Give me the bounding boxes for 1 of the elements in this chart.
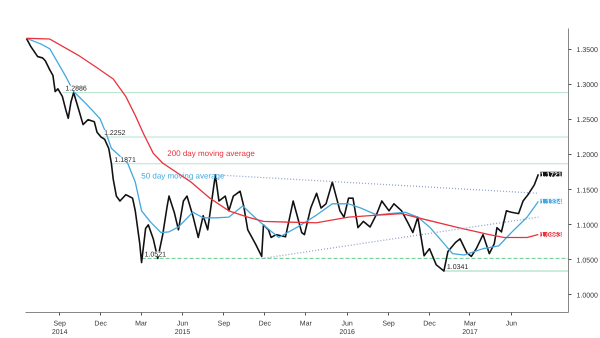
series-label: 200 day moving average bbox=[167, 148, 256, 158]
